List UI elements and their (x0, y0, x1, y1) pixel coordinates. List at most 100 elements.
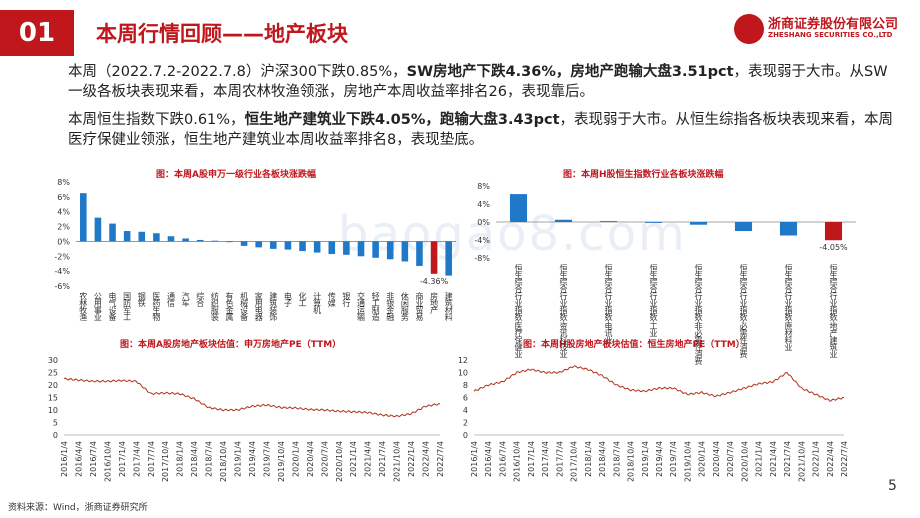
x-tick-label: 2016/10/4 (513, 441, 522, 482)
x-tick-label: 2020/1/4 (291, 441, 300, 477)
series-line (63, 377, 441, 418)
bar (386, 241, 394, 260)
bar (644, 222, 663, 223)
x-tick-label: 2022/4/4 (826, 441, 835, 477)
x-category-label: 轻工制造 (371, 291, 380, 322)
chart-title-a-share-sectors: 图：本周A股申万一级行业各板块涨跌幅 (156, 170, 316, 180)
x-tick-label: 2021/10/4 (797, 441, 806, 482)
x-tick-label: 2017/1/4 (118, 441, 127, 477)
x-tick-label: 2018/10/4 (627, 441, 636, 482)
x-category-label: 恒生综合行业指数-地产建筑业 (829, 263, 838, 358)
x-tick-label: 2020/1/4 (698, 441, 707, 477)
x-tick-label: 2018/4/4 (190, 441, 199, 477)
y-tick-label: 0% (57, 237, 70, 246)
x-category-label: 恒生综合行业指数-电讯业 (604, 263, 613, 344)
bar (343, 241, 350, 255)
x-tick-label: 2019/10/4 (683, 441, 692, 482)
y-tick-label: 6% (57, 193, 70, 202)
x-category-label: 恒生综合行业指数-原材料业 (784, 263, 793, 351)
x-category-label: 恒生综合行业指数-必需性消费 (739, 263, 748, 359)
bar (211, 240, 219, 242)
summary-paragraph-a-share: 本周（2022.7.2-2022.7.8）沪深300下跌0.85%，SW房地产下… (68, 62, 898, 102)
y-tick-label: -8% (474, 254, 490, 263)
bar (270, 241, 277, 249)
x-category-label: 纺织服装 (210, 291, 219, 322)
chart-h-share-sectors: 8% 4% 0% -4% -8% 恒生综合行业指数-医疗保健业 恒生综合行业指数-资讯科技业… (474, 182, 856, 366)
y-tick-label: -4% (54, 267, 70, 276)
y-tick-label: 4 (463, 406, 468, 415)
x-category-label: 汽车 (181, 291, 190, 308)
x-tick-label: 2019/7/4 (262, 441, 271, 477)
x-category-label: 商业贸易 (415, 291, 424, 322)
bar (94, 217, 102, 242)
x-category-label: 非银金融 (386, 291, 395, 322)
company-logo: 浙商证券股份有限公司 ZHESHANG SECURITIES CO.,LTD (734, 12, 914, 46)
x-tick-label: 2021/1/4 (349, 441, 358, 477)
logo-name: 浙商证券股份有限公司 (768, 17, 899, 32)
y-tick-label: -2% (54, 252, 70, 261)
y-tick-label: 10 (458, 369, 468, 378)
x-tick-label: 2020/4/4 (306, 441, 315, 477)
x-category-label: 农林牧渔 (79, 291, 88, 321)
x-category-label: 传媒 (327, 291, 336, 308)
x-tick-label: 2020/10/4 (335, 441, 344, 482)
y-tick-label: 8% (57, 178, 70, 187)
y-tick-label: 15 (48, 394, 58, 403)
x-tick-label: 2021/4/4 (769, 441, 778, 477)
bar (167, 236, 175, 242)
x-category-label: 电气设备 (108, 291, 117, 322)
x-category-label: 计算机 (313, 291, 322, 315)
y-tick-label: 25 (48, 369, 58, 378)
bar (824, 222, 843, 241)
x-tick-label: 2022/7/4 (840, 441, 849, 477)
x-tick-label: 2016/7/4 (89, 441, 98, 477)
x-tick-label: 2021/7/4 (378, 441, 387, 477)
x-tick-label: 2020/7/4 (320, 441, 329, 477)
x-category-label: 有色金属 (225, 291, 234, 322)
bar (509, 194, 528, 222)
x-category-label: 恒生综合行业指数-资讯科技业 (559, 263, 568, 358)
x-category-label: 建筑装饰 (269, 291, 278, 322)
x-tick-label: 2022/1/4 (812, 441, 821, 477)
y-tick-label: 8 (463, 381, 468, 390)
x-category-label: 家用电器 (254, 291, 263, 322)
x-category-label: 综合 (196, 291, 205, 308)
x-category-label: 建筑材料 (444, 291, 453, 322)
x-tick-label: 2017/10/4 (570, 441, 579, 482)
summary-text: 本周（2022.7.2-2022.7.8）沪深300下跌0.85%， (68, 64, 407, 80)
bar (182, 238, 189, 242)
x-tick-label: 2016/7/4 (498, 441, 507, 477)
bar (734, 222, 753, 231)
section-number-badge: 01 (0, 10, 74, 56)
bar (80, 193, 87, 242)
y-tick-label: 2% (57, 223, 70, 232)
page-number: 5 (888, 478, 897, 494)
chart-a-share-sectors: 8% 6% 4% 2% 0% -2% -4% -6% 农林牧渔 公用事业 电气设备 国防军工 钢铁 医药生… (54, 178, 456, 322)
x-category-label: 电子 (283, 291, 292, 307)
bar (196, 239, 204, 242)
x-category-label: 恒生综合行业指数-工业 (649, 263, 658, 337)
summary-paragraph-h-share: 本周恒生指数下跌0.61%，恒生地产建筑业下跌4.05%，跑输大盘3.43pct… (68, 110, 898, 150)
series-line (473, 365, 845, 402)
x-tick-label: 2017/7/4 (147, 441, 156, 477)
x-category-label: 恒生综合行业指数-非必需性消费 (694, 263, 703, 366)
summary-text: 本周恒生指数下跌0.61%， (68, 112, 245, 128)
x-tick-label: 2022/7/4 (436, 441, 445, 477)
x-tick-label: 2016/10/4 (103, 441, 112, 482)
x-tick-label: 2017/4/4 (541, 441, 550, 477)
x-category-label: 国防军工 (123, 292, 132, 321)
bar (554, 219, 573, 222)
bar (357, 241, 365, 257)
y-tick-label: 5 (53, 419, 58, 428)
y-tick-label: -6% (54, 282, 70, 291)
x-category-label: 恒生综合行业指数-医疗保健业 (514, 263, 523, 358)
y-tick-label: 2 (463, 419, 468, 428)
y-tick-label: -4% (474, 236, 490, 245)
x-tick-label: 2020/7/4 (726, 441, 735, 477)
x-tick-label: 2017/7/4 (555, 441, 564, 477)
x-tick-label: 2020/10/4 (740, 441, 749, 482)
bar (401, 241, 409, 262)
bar (284, 241, 292, 250)
x-tick-label: 2018/7/4 (205, 441, 214, 477)
x-category-label: 公用事业 (93, 292, 102, 321)
